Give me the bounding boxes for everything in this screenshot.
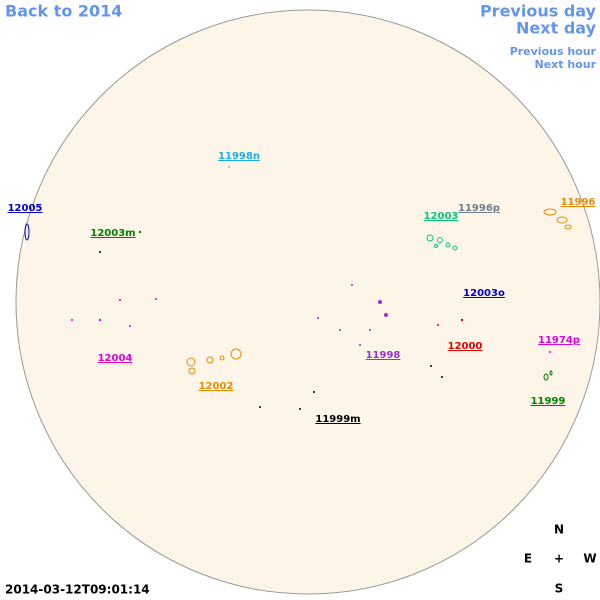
compass-e: E: [524, 552, 532, 566]
region-label[interactable]: 11974p: [538, 335, 580, 346]
region-label[interactable]: 12005: [8, 203, 43, 214]
timestamp: 2014-03-12T09:01:14: [5, 583, 150, 597]
region-label[interactable]: 11999m: [315, 414, 360, 425]
spot-group: [317, 284, 388, 346]
back-link[interactable]: Back to 2014: [5, 2, 122, 21]
compass-center: +: [554, 552, 564, 566]
next-hour-link[interactable]: Next hour: [535, 58, 597, 71]
spot: [24, 223, 30, 241]
region-label[interactable]: 11999: [531, 396, 566, 407]
region-label[interactable]: 11998: [366, 350, 401, 361]
region-label[interactable]: 11998n: [218, 151, 260, 162]
compass-s: S: [555, 582, 564, 596]
region-label[interactable]: 12003: [424, 211, 459, 222]
spot: [99, 251, 101, 253]
spot-group: [426, 234, 458, 251]
previous-hour-link[interactable]: Previous hour: [510, 45, 597, 58]
spot-group: [543, 370, 553, 381]
compass-w: W: [583, 552, 596, 566]
spot-group: [186, 208, 572, 375]
previous-day-link[interactable]: Previous day: [480, 2, 597, 21]
compass-n: N: [554, 523, 564, 537]
region-label[interactable]: 12004: [98, 353, 133, 364]
region-label[interactable]: 12003o: [463, 288, 505, 299]
region-label[interactable]: 12003m: [90, 228, 135, 239]
spot: [228, 166, 230, 168]
spots: [24, 166, 572, 410]
region-label[interactable]: 11996p: [458, 203, 500, 214]
spot-group: [437, 318, 464, 326]
region-label[interactable]: 11996: [561, 197, 596, 208]
next-day-link[interactable]: Next day: [516, 19, 597, 38]
spot: [138, 230, 142, 234]
region-label[interactable]: 12002: [199, 381, 234, 392]
spot-group: [71, 298, 551, 353]
solar-disk: [15, 9, 600, 595]
spot-group: [259, 365, 443, 410]
region-label[interactable]: 12000: [448, 341, 483, 352]
